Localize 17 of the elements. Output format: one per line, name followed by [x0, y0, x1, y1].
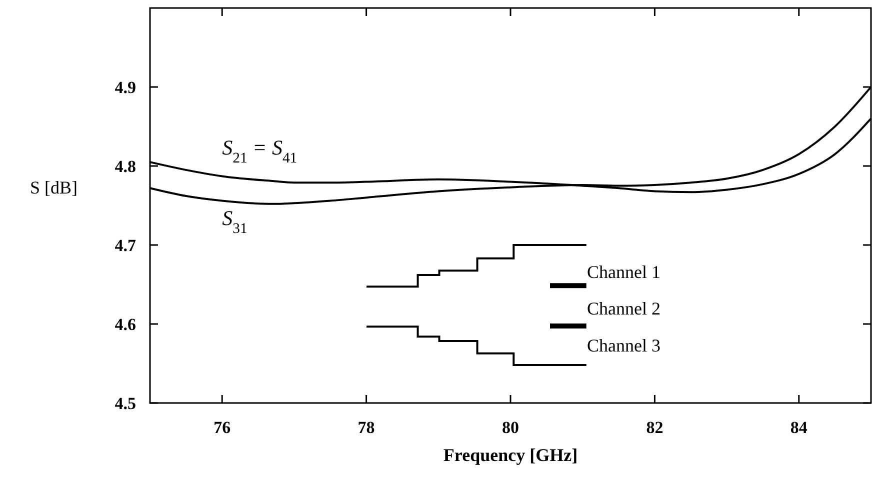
x-tick-label: 80 [502, 418, 519, 437]
series-label: S$_{21}$ = S$_{41}$ [222, 135, 298, 166]
x-tick-label: 78 [358, 418, 375, 437]
y-tick-label: 4.8 [114, 156, 136, 176]
y-tick-label: 4.5 [114, 394, 136, 413]
annotation: Channel 1 [587, 262, 661, 282]
annotation: Channel 3 [587, 335, 661, 356]
x-tick-label: 76 [214, 418, 231, 437]
y-tick-label: 4.7 [114, 236, 136, 255]
x-tick-label: 84 [790, 418, 808, 437]
annotation: Channel 2 [587, 298, 661, 319]
y-axis-title: S [dB] [30, 178, 78, 198]
x-tick-label: 82 [646, 418, 664, 437]
x-axis-title: Frequency [GHz] [443, 445, 578, 465]
y-tick-label: 4.6 [114, 314, 136, 334]
series-label: S$_{31}$ [222, 206, 248, 237]
y-tick-label: 4.9 [114, 78, 136, 97]
